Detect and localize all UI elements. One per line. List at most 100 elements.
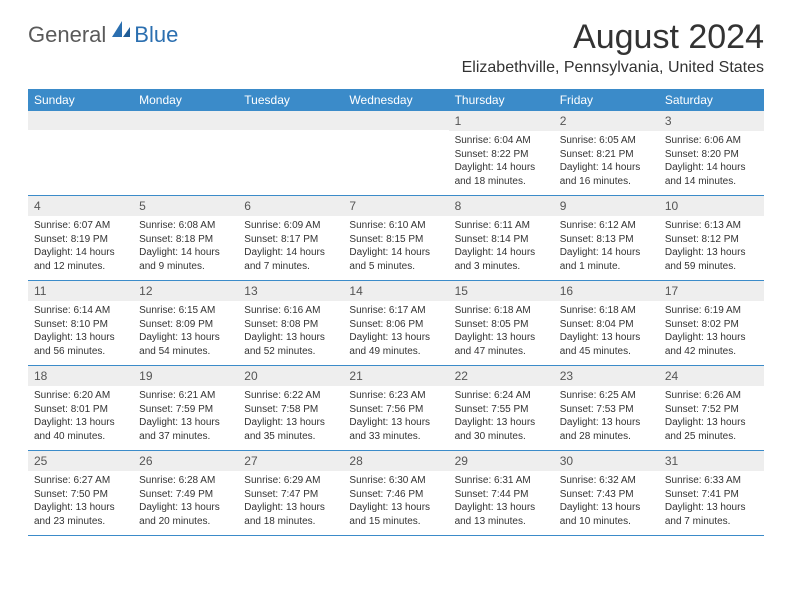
day-cell: 10Sunrise: 6:13 AMSunset: 8:12 PMDayligh…: [659, 196, 764, 280]
sunset-text: Sunset: 8:21 PM: [560, 148, 653, 162]
header: General Blue August 2024 Elizabethville,…: [0, 0, 792, 83]
sunset-text: Sunset: 8:20 PM: [665, 148, 758, 162]
daylight-text: Daylight: 13 hours and 20 minutes.: [139, 501, 232, 528]
daylight-text: Daylight: 13 hours and 18 minutes.: [244, 501, 337, 528]
sunrise-text: Sunrise: 6:21 AM: [139, 389, 232, 403]
daylight-text: Daylight: 14 hours and 3 minutes.: [455, 246, 548, 273]
day-number: 5: [133, 196, 238, 216]
day-cell: 5Sunrise: 6:08 AMSunset: 8:18 PMDaylight…: [133, 196, 238, 280]
day-cell: 4Sunrise: 6:07 AMSunset: 8:19 PMDaylight…: [28, 196, 133, 280]
day-cell: [343, 111, 448, 195]
sunrise-text: Sunrise: 6:17 AM: [349, 304, 442, 318]
sunrise-text: Sunrise: 6:32 AM: [560, 474, 653, 488]
sunset-text: Sunset: 8:01 PM: [34, 403, 127, 417]
day-content: Sunrise: 6:07 AMSunset: 8:19 PMDaylight:…: [28, 216, 133, 276]
day-cell: 29Sunrise: 6:31 AMSunset: 7:44 PMDayligh…: [449, 451, 554, 535]
sunset-text: Sunset: 8:22 PM: [455, 148, 548, 162]
sunrise-text: Sunrise: 6:19 AM: [665, 304, 758, 318]
day-number: 17: [659, 281, 764, 301]
sunset-text: Sunset: 8:08 PM: [244, 318, 337, 332]
day-content: Sunrise: 6:23 AMSunset: 7:56 PMDaylight:…: [343, 386, 448, 446]
week-row: 1Sunrise: 6:04 AMSunset: 8:22 PMDaylight…: [28, 111, 764, 196]
day-cell: 7Sunrise: 6:10 AMSunset: 8:15 PMDaylight…: [343, 196, 448, 280]
day-cell: 8Sunrise: 6:11 AMSunset: 8:14 PMDaylight…: [449, 196, 554, 280]
day-cell: 6Sunrise: 6:09 AMSunset: 8:17 PMDaylight…: [238, 196, 343, 280]
weekday-header: Monday: [133, 89, 238, 111]
day-content: Sunrise: 6:33 AMSunset: 7:41 PMDaylight:…: [659, 471, 764, 531]
day-content: Sunrise: 6:05 AMSunset: 8:21 PMDaylight:…: [554, 131, 659, 191]
day-number: 27: [238, 451, 343, 471]
day-cell: 13Sunrise: 6:16 AMSunset: 8:08 PMDayligh…: [238, 281, 343, 365]
sunrise-text: Sunrise: 6:20 AM: [34, 389, 127, 403]
sunrise-text: Sunrise: 6:07 AM: [34, 219, 127, 233]
day-content: Sunrise: 6:30 AMSunset: 7:46 PMDaylight:…: [343, 471, 448, 531]
day-number: 24: [659, 366, 764, 386]
day-content: Sunrise: 6:10 AMSunset: 8:15 PMDaylight:…: [343, 216, 448, 276]
day-content: Sunrise: 6:12 AMSunset: 8:13 PMDaylight:…: [554, 216, 659, 276]
weekday-header: Sunday: [28, 89, 133, 111]
day-cell: 31Sunrise: 6:33 AMSunset: 7:41 PMDayligh…: [659, 451, 764, 535]
day-number: 9: [554, 196, 659, 216]
sunrise-text: Sunrise: 6:11 AM: [455, 219, 548, 233]
sunset-text: Sunset: 7:47 PM: [244, 488, 337, 502]
day-number: 7: [343, 196, 448, 216]
day-number: 30: [554, 451, 659, 471]
sunrise-text: Sunrise: 6:27 AM: [34, 474, 127, 488]
daylight-text: Daylight: 13 hours and 54 minutes.: [139, 331, 232, 358]
sunset-text: Sunset: 7:59 PM: [139, 403, 232, 417]
weekday-header: Friday: [554, 89, 659, 111]
sunrise-text: Sunrise: 6:31 AM: [455, 474, 548, 488]
daylight-text: Daylight: 13 hours and 30 minutes.: [455, 416, 548, 443]
daylight-text: Daylight: 13 hours and 59 minutes.: [665, 246, 758, 273]
week-row: 25Sunrise: 6:27 AMSunset: 7:50 PMDayligh…: [28, 451, 764, 536]
day-number: 4: [28, 196, 133, 216]
day-cell: 21Sunrise: 6:23 AMSunset: 7:56 PMDayligh…: [343, 366, 448, 450]
daylight-text: Daylight: 14 hours and 1 minute.: [560, 246, 653, 273]
daylight-text: Daylight: 13 hours and 37 minutes.: [139, 416, 232, 443]
daylight-text: Daylight: 13 hours and 52 minutes.: [244, 331, 337, 358]
weekday-header: Wednesday: [343, 89, 448, 111]
day-cell: 9Sunrise: 6:12 AMSunset: 8:13 PMDaylight…: [554, 196, 659, 280]
logo: General Blue: [28, 22, 178, 48]
day-number: 2: [554, 111, 659, 131]
day-number: 20: [238, 366, 343, 386]
sunrise-text: Sunrise: 6:09 AM: [244, 219, 337, 233]
day-number: 10: [659, 196, 764, 216]
sunrise-text: Sunrise: 6:25 AM: [560, 389, 653, 403]
day-content: Sunrise: 6:16 AMSunset: 8:08 PMDaylight:…: [238, 301, 343, 361]
day-cell: 1Sunrise: 6:04 AMSunset: 8:22 PMDaylight…: [449, 111, 554, 195]
month-title: August 2024: [462, 18, 764, 57]
day-number: 25: [28, 451, 133, 471]
day-number: 29: [449, 451, 554, 471]
daylight-text: Daylight: 14 hours and 7 minutes.: [244, 246, 337, 273]
sunset-text: Sunset: 7:58 PM: [244, 403, 337, 417]
sunrise-text: Sunrise: 6:16 AM: [244, 304, 337, 318]
day-cell: 15Sunrise: 6:18 AMSunset: 8:05 PMDayligh…: [449, 281, 554, 365]
day-number: [238, 111, 343, 130]
day-number: 18: [28, 366, 133, 386]
location: Elizabethville, Pennsylvania, United Sta…: [462, 59, 764, 77]
sunset-text: Sunset: 7:43 PM: [560, 488, 653, 502]
daylight-text: Daylight: 13 hours and 7 minutes.: [665, 501, 758, 528]
day-cell: 18Sunrise: 6:20 AMSunset: 8:01 PMDayligh…: [28, 366, 133, 450]
day-cell: 2Sunrise: 6:05 AMSunset: 8:21 PMDaylight…: [554, 111, 659, 195]
day-content: Sunrise: 6:31 AMSunset: 7:44 PMDaylight:…: [449, 471, 554, 531]
day-number: 6: [238, 196, 343, 216]
day-number: 14: [343, 281, 448, 301]
sunset-text: Sunset: 8:05 PM: [455, 318, 548, 332]
daylight-text: Daylight: 13 hours and 15 minutes.: [349, 501, 442, 528]
day-cell: 26Sunrise: 6:28 AMSunset: 7:49 PMDayligh…: [133, 451, 238, 535]
day-number: [133, 111, 238, 130]
sunrise-text: Sunrise: 6:23 AM: [349, 389, 442, 403]
daylight-text: Daylight: 13 hours and 13 minutes.: [455, 501, 548, 528]
weekday-header: Saturday: [659, 89, 764, 111]
sunrise-text: Sunrise: 6:05 AM: [560, 134, 653, 148]
day-content: Sunrise: 6:17 AMSunset: 8:06 PMDaylight:…: [343, 301, 448, 361]
daylight-text: Daylight: 13 hours and 10 minutes.: [560, 501, 653, 528]
day-content: Sunrise: 6:18 AMSunset: 8:04 PMDaylight:…: [554, 301, 659, 361]
daylight-text: Daylight: 14 hours and 12 minutes.: [34, 246, 127, 273]
sunset-text: Sunset: 7:44 PM: [455, 488, 548, 502]
day-cell: 16Sunrise: 6:18 AMSunset: 8:04 PMDayligh…: [554, 281, 659, 365]
daylight-text: Daylight: 13 hours and 28 minutes.: [560, 416, 653, 443]
day-cell: 11Sunrise: 6:14 AMSunset: 8:10 PMDayligh…: [28, 281, 133, 365]
